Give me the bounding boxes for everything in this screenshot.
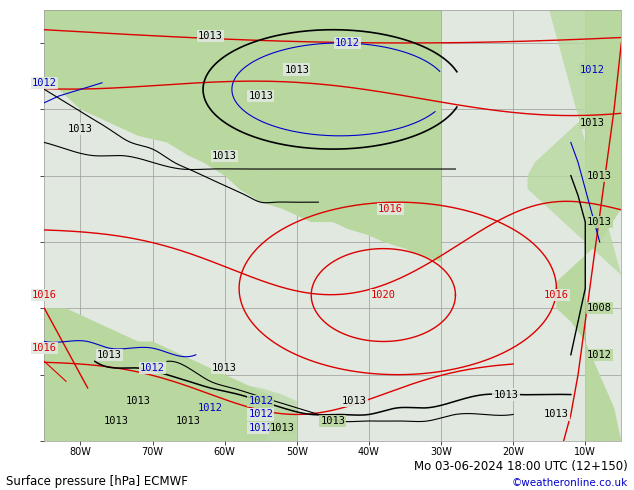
Text: 1013: 1013 [212,151,237,161]
Text: 1020: 1020 [371,290,396,300]
Text: 1012: 1012 [249,410,273,419]
Text: ©weatheronline.co.uk: ©weatheronline.co.uk [512,478,628,488]
Text: 1012: 1012 [249,396,273,406]
Text: 1012: 1012 [335,38,359,48]
Text: 1016: 1016 [378,204,403,214]
Text: 1013: 1013 [212,363,237,373]
Text: 1013: 1013 [544,410,569,419]
Text: 1013: 1013 [249,91,273,101]
Text: 1012: 1012 [249,423,273,433]
Text: 1013: 1013 [97,350,122,360]
Text: Surface pressure [hPa] ECMWF: Surface pressure [hPa] ECMWF [6,474,188,488]
Text: 1013: 1013 [176,416,201,426]
Polygon shape [44,10,441,262]
Text: 1013: 1013 [320,416,346,426]
Text: 1012: 1012 [140,363,165,373]
Text: 1012: 1012 [580,65,605,74]
Text: 1016: 1016 [32,290,57,300]
Text: 1012: 1012 [32,78,57,88]
Text: 1013: 1013 [198,31,223,41]
Text: 1008: 1008 [587,303,612,313]
Text: 1013: 1013 [493,390,519,399]
Polygon shape [44,342,297,441]
Text: 1013: 1013 [270,423,295,433]
Polygon shape [527,10,621,275]
Text: 1013: 1013 [284,65,309,74]
Text: 1013: 1013 [104,416,129,426]
Polygon shape [44,408,297,441]
Text: 1013: 1013 [68,124,93,134]
Text: 1016: 1016 [544,290,569,300]
Text: 1013: 1013 [342,396,367,406]
Text: 1013: 1013 [587,171,612,181]
Text: 1012: 1012 [198,403,223,413]
Polygon shape [557,10,621,441]
Text: 1016: 1016 [32,343,57,353]
Text: 1013: 1013 [580,118,605,127]
Text: 1012: 1012 [587,350,612,360]
Text: 1013: 1013 [587,217,612,227]
Text: Mo 03-06-2024 18:00 UTC (12+150): Mo 03-06-2024 18:00 UTC (12+150) [414,460,628,473]
Polygon shape [44,175,268,441]
Text: 1013: 1013 [126,396,151,406]
